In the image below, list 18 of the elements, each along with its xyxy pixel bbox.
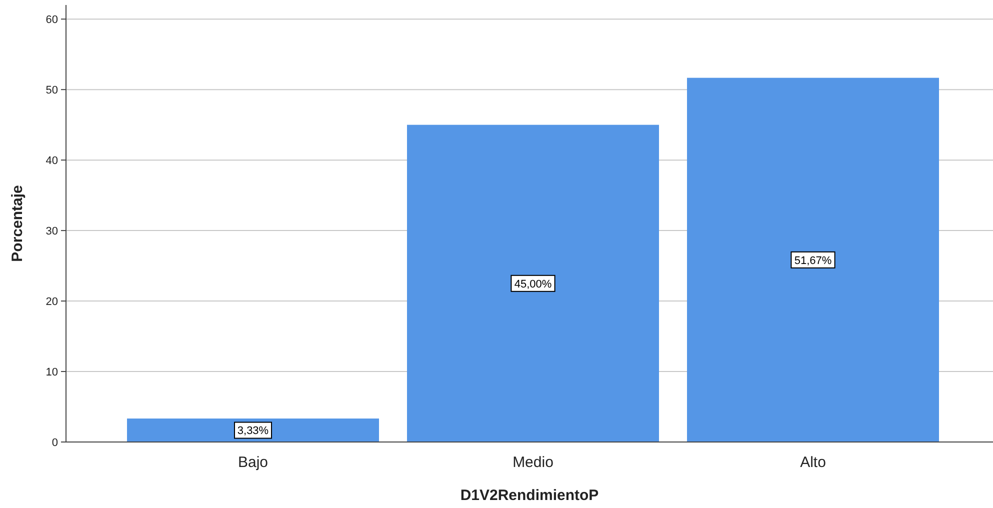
- x-axis-title: D1V2RendimientoP: [460, 487, 599, 504]
- y-tick-label: 20: [46, 296, 58, 308]
- bar: [407, 124, 659, 442]
- y-tick-label: 50: [46, 84, 58, 96]
- x-tick-label: Bajo: [238, 454, 268, 471]
- y-tick-label: 30: [46, 225, 58, 238]
- x-tick-label: Medio: [512, 454, 554, 471]
- y-tick-label: 10: [46, 366, 58, 378]
- y-tick-label: 60: [46, 14, 58, 26]
- data-label: 45,00%: [514, 278, 552, 290]
- x-tick-label: Alto: [800, 454, 826, 471]
- data-label: 3,33%: [237, 425, 269, 438]
- bar: [127, 418, 379, 442]
- y-axis-title: Porcentaje: [9, 185, 26, 262]
- y-tick-label: 40: [46, 154, 58, 167]
- data-label: 51,67%: [794, 254, 832, 267]
- bar: [687, 78, 939, 442]
- y-tick-label: 0: [52, 436, 58, 449]
